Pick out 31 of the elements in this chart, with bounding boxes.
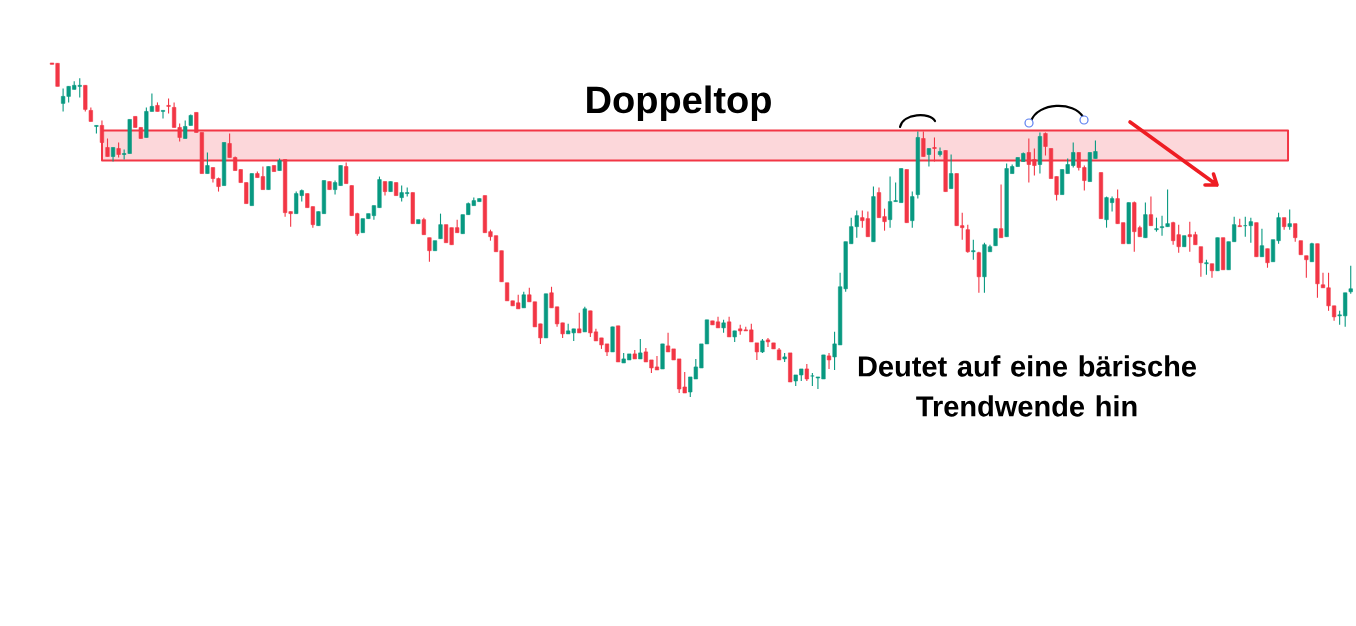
candlestick (438, 213, 443, 240)
candlestick (427, 237, 432, 263)
candlestick (937, 146, 943, 158)
candlestick (205, 151, 210, 175)
candlestick (965, 224, 970, 254)
candlestick (999, 184, 1004, 239)
candlestick (1304, 255, 1309, 279)
candlestick (1248, 217, 1253, 244)
candlestick (577, 312, 582, 334)
candlestick (1198, 246, 1203, 278)
candlestick (971, 239, 976, 261)
candlestick (1143, 202, 1148, 239)
candlestick (1348, 265, 1353, 295)
candlestick (1287, 209, 1292, 231)
candlestick (266, 165, 271, 191)
candlestick (1209, 263, 1215, 279)
candlestick (183, 119, 188, 140)
candlestick (160, 109, 166, 119)
candlestick (1265, 248, 1270, 269)
candlestick (949, 153, 954, 190)
candlestick (727, 316, 732, 338)
candlestick (1293, 223, 1298, 243)
candlestick (826, 352, 832, 370)
candlestick (1148, 196, 1154, 227)
annotation: Deutet auf eine bärische Trendwende hin (858, 355, 1196, 417)
candlestick (105, 137, 110, 158)
candlestick (1259, 228, 1265, 258)
candlestick (582, 306, 587, 333)
text: Doppeltop (587, 85, 771, 121)
candlestick (926, 147, 931, 168)
candlestick (638, 338, 643, 360)
